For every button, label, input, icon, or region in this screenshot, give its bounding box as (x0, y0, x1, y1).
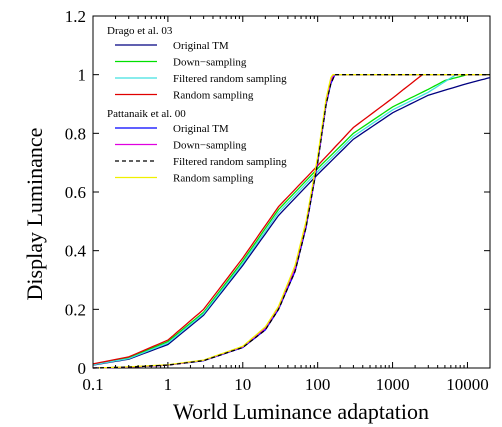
x-tick-label: 10 (234, 375, 251, 394)
series-line-filtered-random-sampling (92, 74, 490, 369)
legend-group-heading: Drago et al. 03 (107, 25, 173, 37)
x-tick-label: 1 (164, 375, 173, 394)
legend-label: Down−sampling (173, 140, 247, 152)
x-tick-label: 0.1 (82, 375, 103, 394)
series-line-filtered-random-sampling (92, 74, 490, 366)
series-line-random-sampling (92, 74, 490, 369)
x-axis-title: World Luminance adaptation (173, 399, 429, 424)
y-tick-label: 1.2 (65, 7, 86, 26)
y-tick-label: 0.2 (65, 300, 86, 319)
y-tick-label: 0.6 (65, 183, 86, 202)
x-tick-label: 10000 (446, 375, 489, 394)
x-tick-label: 1000 (376, 375, 410, 394)
plot-frame (92, 15, 491, 369)
series-line-down-sampling (92, 74, 490, 366)
legend-label: Down−sampling (173, 57, 247, 69)
x-tick-label: 100 (305, 375, 331, 394)
y-tick-label: 0.4 (65, 242, 87, 261)
y-tick-label: 0 (78, 359, 87, 378)
legend-group-heading: Pattanaik et al. 00 (107, 108, 186, 120)
y-tick-label: 1 (78, 66, 87, 85)
y-axis-title: Display Luminance (22, 128, 47, 301)
legend-label: Original TM (173, 123, 229, 135)
y-tick-label: 0.8 (65, 124, 86, 143)
series-line-original-tm (92, 76, 491, 366)
series-line-random-sampling (92, 74, 490, 365)
legend-label: Filtered random sampling (173, 156, 287, 168)
legend-label: Random sampling (173, 173, 254, 185)
legend-label: Original TM (173, 40, 229, 52)
legend-label: Random sampling (173, 90, 254, 102)
legend-label: Filtered random sampling (173, 73, 287, 85)
